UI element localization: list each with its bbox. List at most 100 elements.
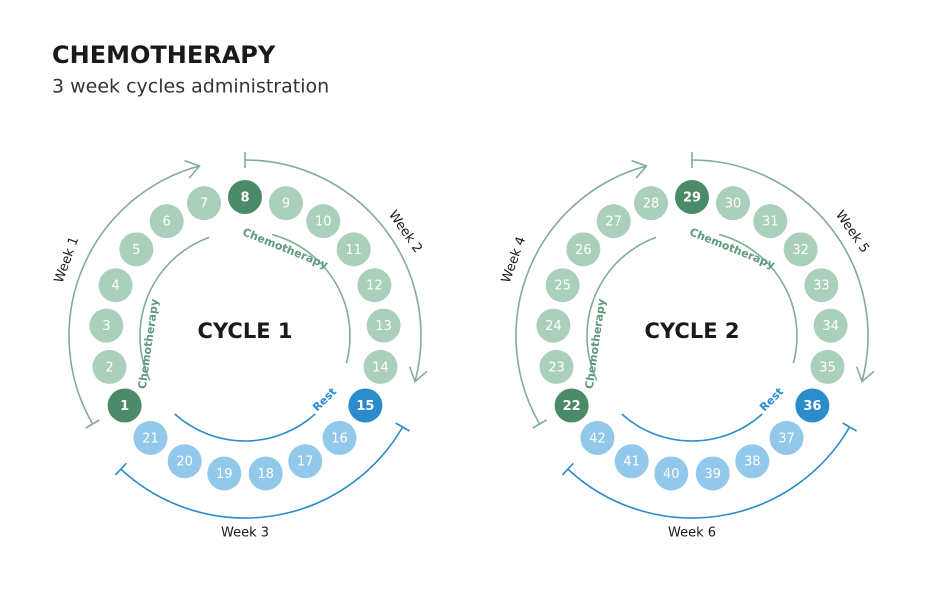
day-circle bbox=[675, 180, 709, 214]
day-circle bbox=[357, 268, 392, 303]
day-number: 3 bbox=[102, 319, 110, 334]
week-arc bbox=[515, 165, 647, 425]
day-circle bbox=[783, 232, 818, 267]
day-number: 22 bbox=[563, 399, 581, 414]
day-number: 20 bbox=[176, 455, 193, 470]
day-circle bbox=[536, 308, 571, 343]
day-circle bbox=[207, 456, 242, 491]
week-label: Week 6 bbox=[668, 526, 716, 541]
day-number: 26 bbox=[575, 243, 592, 258]
day-number: 37 bbox=[778, 431, 795, 446]
week-arc bbox=[68, 165, 200, 425]
day-circle bbox=[89, 308, 124, 343]
day-number: 42 bbox=[589, 431, 606, 446]
arc-tick bbox=[561, 462, 574, 476]
day-circle bbox=[804, 268, 839, 303]
day-circle bbox=[268, 186, 303, 221]
day-circle bbox=[769, 420, 804, 455]
phase-label: Rest bbox=[757, 385, 786, 414]
subtitle: 3 week cycles administration bbox=[52, 76, 329, 98]
week-label: Week 1 bbox=[52, 235, 83, 285]
day-circle bbox=[363, 349, 398, 384]
cycle-title: CYCLE 2 bbox=[645, 319, 740, 343]
phase-label: Rest bbox=[310, 385, 339, 414]
day-circle bbox=[348, 388, 383, 423]
day-circle bbox=[107, 388, 142, 423]
day-number: 2 bbox=[105, 360, 113, 375]
cycle-title: CYCLE 1 bbox=[198, 319, 293, 343]
day-number: 15 bbox=[356, 399, 374, 414]
day-circle bbox=[149, 204, 184, 239]
arc-tick bbox=[842, 422, 857, 432]
day-number: 13 bbox=[375, 319, 392, 334]
day-number: 7 bbox=[200, 197, 208, 212]
day-number: 24 bbox=[545, 319, 562, 334]
day-number: 28 bbox=[643, 197, 660, 212]
day-number: 14 bbox=[372, 360, 389, 375]
arc-tick bbox=[85, 419, 100, 429]
day-circle bbox=[596, 204, 631, 239]
day-number: 34 bbox=[822, 319, 839, 334]
day-circle bbox=[322, 420, 357, 455]
arc-tick bbox=[114, 462, 127, 476]
week-arc bbox=[691, 159, 869, 382]
day-circle bbox=[545, 268, 580, 303]
arrow-head bbox=[184, 159, 201, 179]
day-number: 40 bbox=[663, 467, 680, 482]
arc-tick bbox=[532, 419, 547, 429]
week-arc bbox=[567, 426, 851, 519]
day-number: 19 bbox=[216, 467, 233, 482]
arrow-head bbox=[408, 366, 428, 383]
day-circle bbox=[566, 232, 601, 267]
day-number: 12 bbox=[366, 279, 383, 294]
day-circle bbox=[715, 186, 750, 221]
day-circle bbox=[366, 308, 401, 343]
day-circle bbox=[92, 349, 127, 384]
day-circle bbox=[248, 456, 283, 491]
day-number: 38 bbox=[744, 455, 761, 470]
day-number: 11 bbox=[345, 243, 362, 258]
week-arc bbox=[244, 159, 422, 382]
week-arc bbox=[120, 426, 404, 519]
day-circle bbox=[580, 420, 615, 455]
day-circle bbox=[634, 186, 669, 221]
day-circle bbox=[735, 444, 770, 479]
day-number: 23 bbox=[548, 360, 565, 375]
day-circle bbox=[695, 456, 730, 491]
day-circle bbox=[539, 349, 574, 384]
day-number: 31 bbox=[762, 215, 779, 230]
day-number: 6 bbox=[163, 215, 171, 230]
day-number: 41 bbox=[623, 455, 640, 470]
day-number: 4 bbox=[111, 279, 119, 294]
day-number: 21 bbox=[142, 431, 159, 446]
day-number: 18 bbox=[257, 467, 274, 482]
day-circle bbox=[187, 186, 222, 221]
day-circle bbox=[795, 388, 830, 423]
day-circle bbox=[119, 232, 154, 267]
day-number: 36 bbox=[803, 399, 821, 414]
week-label: Week 5 bbox=[832, 208, 872, 256]
day-number: 17 bbox=[297, 455, 314, 470]
arrow-head bbox=[631, 159, 648, 179]
phase-arc bbox=[271, 233, 351, 364]
day-circle bbox=[654, 456, 689, 491]
day-number: 16 bbox=[331, 431, 348, 446]
week-label: Week 4 bbox=[499, 235, 530, 285]
day-circle bbox=[813, 308, 848, 343]
phase-arc bbox=[621, 413, 763, 442]
phase-arc bbox=[718, 233, 798, 364]
day-circle bbox=[133, 420, 168, 455]
day-circle bbox=[753, 204, 788, 239]
phase-arc bbox=[586, 236, 657, 381]
day-number: 1 bbox=[120, 399, 129, 414]
title: CHEMOTHERAPY bbox=[52, 41, 276, 69]
phase-arc bbox=[174, 413, 316, 442]
arrow-head bbox=[855, 366, 875, 383]
day-number: 5 bbox=[132, 243, 140, 258]
day-number: 35 bbox=[819, 360, 836, 375]
phase-arc bbox=[139, 236, 210, 381]
day-number: 8 bbox=[240, 191, 249, 206]
day-circle bbox=[228, 180, 262, 214]
day-number: 39 bbox=[704, 467, 721, 482]
